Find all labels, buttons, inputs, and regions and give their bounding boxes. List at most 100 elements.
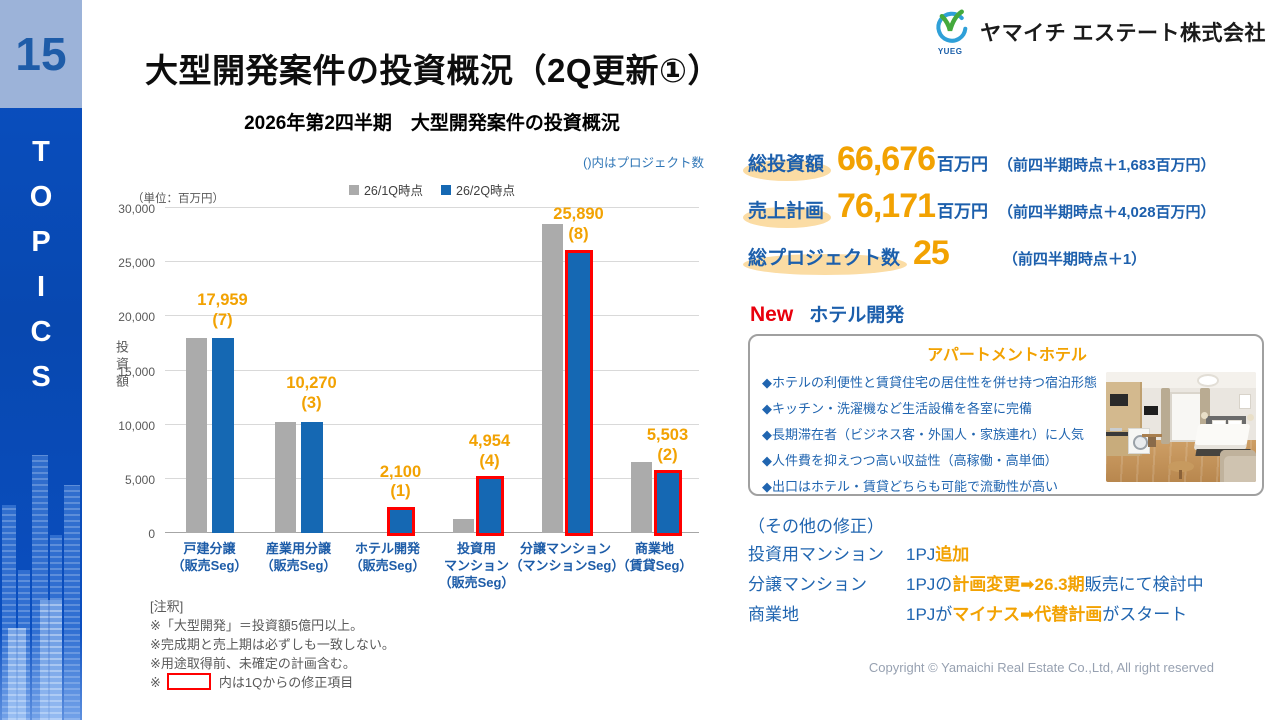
revision-text: 1PJの計画変更➡26.3期販売にて検討中 — [906, 570, 1204, 600]
legend-item: 26/1Q時点 — [348, 180, 423, 199]
bar-26-2q — [475, 476, 504, 536]
bar-26-1q — [541, 224, 563, 533]
stat-delta: （前四半期時点＋1） — [1002, 251, 1147, 268]
red-outline-sample-icon — [166, 673, 211, 691]
photo-table-leg — [1179, 470, 1182, 479]
company-logo-icon: YUEG — [929, 9, 971, 56]
y-axis-label: 投資額 — [114, 340, 129, 391]
bar-projects: (7) — [212, 310, 233, 329]
copyright: Copyright © Yamaichi Real Estate Co.,Ltd… — [868, 660, 1214, 675]
stat-label: 総投資額 — [742, 149, 832, 182]
topics-letter: T — [32, 136, 50, 168]
footnote-line: ※用途取得前、未確定の計画含む。 — [150, 655, 356, 671]
building-shape — [32, 455, 48, 720]
topics-letter: I — [36, 271, 46, 303]
y-tick-label: 0 — [148, 527, 155, 541]
new-badge: New — [750, 303, 794, 326]
revision-highlight: マイナス➡代替計画 — [952, 605, 1103, 624]
bar-projects: (3) — [301, 393, 322, 412]
bar-26-1q — [185, 338, 207, 533]
gridline — [165, 261, 699, 263]
company-logo: YUEG ヤマイチ エステート株式会社 — [929, 9, 1266, 56]
bar-value-label: 17,959 (7) — [197, 291, 247, 331]
legend-label: 26/2Q時点 — [456, 184, 516, 198]
footnote-suffix: 内は1Qからの修正項目 — [218, 675, 354, 691]
summary-panel: 総投資額 66,676 百万円 （前四半期時点＋1,683百万円） 売上計画 7… — [742, 142, 1264, 630]
topics-letter: O — [29, 181, 53, 213]
y-tick-label: 5,000 — [124, 472, 155, 487]
city-skyline-art — [0, 380, 82, 720]
bar-category-label: 商業地 （賃貸Seg） — [616, 541, 693, 573]
bar-pair — [343, 208, 432, 536]
bar-group: 2,100 (1) ホテル開発 （販売Seg） — [343, 208, 432, 573]
revision-text: 1PJ追加 — [906, 540, 969, 570]
investment-bar-chart: 2026年第2四半期 大型開発案件の投資概況 ()内はプロジェクト数 26/1Q… — [88, 102, 748, 607]
revision-label: 分譲マンション — [748, 575, 867, 594]
revision-label: 商業地 — [748, 605, 799, 624]
photo-counter — [1106, 432, 1140, 436]
page-title: 大型開発案件の投資概況（2Q更新①） — [145, 52, 721, 89]
photo-wall-frame — [1239, 394, 1251, 409]
photo-bed — [1193, 424, 1251, 450]
stat-row: 売上計画 76,171 百万円 （前四半期時点＋4,028百万円） — [742, 187, 1264, 236]
revision-row: 投資用マンション 1PJ追加 — [748, 540, 1264, 570]
bar-value-label: 10,270 (3) — [286, 374, 336, 414]
revision-highlight: 追加 — [935, 545, 970, 564]
revisions-heading: （その他の修正） — [748, 517, 884, 536]
legend-swatch-icon — [348, 184, 359, 195]
bar-value-label: 2,100 (1) — [380, 463, 421, 503]
bar-26-1q — [630, 461, 652, 533]
stat-unit: 百万円 — [937, 202, 989, 221]
topics-letter: P — [31, 226, 51, 258]
legend-item: 26/2Q時点 — [441, 180, 515, 199]
bar-value: 4,954 — [468, 431, 511, 450]
stat-value: 76,171 — [837, 187, 936, 225]
bar-26-2q — [653, 470, 682, 536]
bar-pair — [521, 208, 610, 537]
hotel-room-photo — [1106, 372, 1256, 482]
footnote-redbox-line: ※ 内は1Qからの修正項目 — [150, 673, 395, 693]
bar-26-2q — [564, 249, 593, 537]
footnote-prefix: ※ — [150, 675, 161, 691]
hotel-bullet: ◆出口はホテル・賃貸どちらも可能で流動性が高い — [762, 479, 1058, 494]
topics-letter: C — [30, 316, 52, 348]
gridline — [165, 315, 699, 317]
photo-tv — [1144, 406, 1158, 415]
revision-plain: 1PJの — [906, 575, 953, 594]
gridline — [165, 477, 699, 479]
hotel-bullets: ◆ホテルの利便性と賃貸住宅の居住性を併せ持つ宿泊形態 ◆キッチン・洗濯機など生活設… — [762, 372, 1252, 495]
stat-unit: 百万円 — [937, 155, 989, 174]
new-hotel-heading: New ホテル開発 — [750, 300, 1264, 327]
revision-plain: 販売にて検討中 — [1084, 575, 1204, 594]
photo-curtain — [1161, 388, 1170, 444]
building-shape — [64, 485, 80, 720]
footnote-line: ※「大型開発」＝投資額5億円以上。 — [150, 617, 364, 633]
bar-group: 17,959 (7) 戸建分譲 （販売Seg） — [165, 208, 254, 573]
page-number-box: 15 — [0, 0, 82, 108]
gridline — [165, 423, 699, 425]
gridline — [165, 207, 699, 208]
y-tick-label: 30,000 — [118, 202, 155, 216]
photo-ceiling — [1106, 372, 1256, 388]
revisions-list: 投資用マンション 1PJ追加 分譲マンション 1PJの計画変更➡26.3期販売に… — [748, 540, 1264, 630]
bar-group: 25,890 (8) 分譲マンション （マンションSeg） — [510, 205, 625, 573]
bar-value: 17,959 — [197, 290, 248, 309]
bar-group: 10,270 (3) 産業用分譲 （販売Seg） — [254, 208, 343, 573]
legend-swatch-icon — [441, 184, 451, 195]
chart-plot: 0 5,000 10,000 15,000 20,000 25,000 30,000 17,… — [118, 202, 699, 590]
legend-label: 26/1Q時点 — [363, 184, 423, 198]
bar-value: 2,100 — [379, 462, 422, 481]
building-shape — [40, 600, 62, 720]
bar-group: 5,503 (2) 商業地 （賃貸Seg） — [610, 208, 699, 573]
revision-highlight: 計画変更➡26.3期 — [952, 575, 1085, 594]
y-tick-label: 25,000 — [118, 256, 155, 271]
bar-26-2q — [386, 507, 415, 536]
chart-unit-label: （単位：百万円） — [132, 193, 224, 205]
yueg-circle-check-icon — [936, 9, 968, 43]
revision-row: 商業地 1PJがマイナス➡代替計画がスタート — [748, 600, 1264, 630]
bar-group: 4,954 (4) 投資用 マンション （販売Seg） — [432, 208, 521, 590]
y-tick-label: 20,000 — [118, 310, 155, 325]
stat-label: 総プロジェクト数 — [742, 243, 908, 276]
hotel-bullet: ◆人件費を抑えつつ高い収益性（高稼働・高単価） — [762, 453, 1058, 468]
